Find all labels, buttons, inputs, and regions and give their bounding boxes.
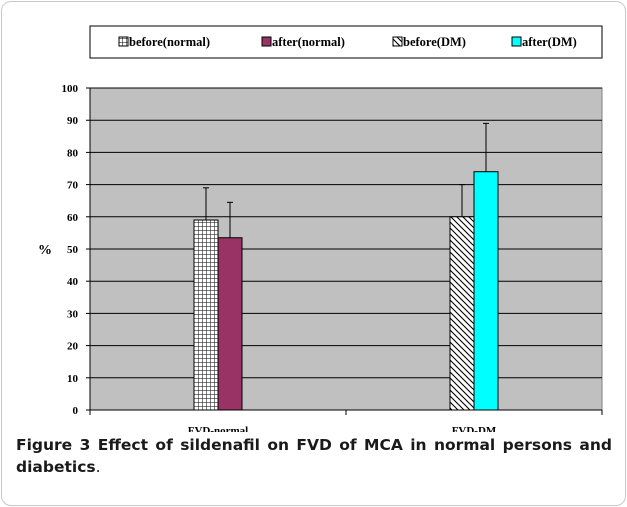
y-axis-label: %: [38, 243, 52, 258]
y-tick-label: 60: [67, 212, 79, 224]
legend-label: after(DM): [522, 35, 577, 49]
y-tick-label: 30: [67, 308, 79, 320]
bar: [217, 237, 243, 411]
legend: before(normal) after(normal) before(DM) aft…: [118, 35, 577, 49]
y-tick-label: 0: [73, 405, 79, 417]
bar-chart: before(normal) after(normal) before(DM) aft…: [3, 3, 624, 432]
y-tick-labels: 0 10 20 30 40 50 60 70 80 90 100: [62, 83, 79, 417]
legend-label: after(normal): [272, 35, 345, 49]
y-tick-label: 10: [67, 373, 79, 385]
bar: [193, 219, 219, 411]
y-tick-label: 70: [67, 180, 79, 192]
y-tick-label: 40: [67, 276, 79, 288]
error-bars: [203, 122, 489, 238]
y-tick-label: 90: [67, 115, 79, 127]
legend-swatch: [261, 36, 272, 47]
figure-label: Figure 3: [16, 436, 91, 454]
legend-label: before(DM): [403, 35, 466, 49]
y-tick-label: 100: [62, 83, 79, 95]
legend-swatch: [392, 36, 403, 47]
legend-label: before(normal): [129, 35, 210, 49]
x-tick-labels: FVD-normal FVD-DM: [188, 425, 497, 432]
x-tick-label: FVD-DM: [452, 425, 497, 432]
figure-caption: Figure 3 Effect of sildenafil on FVD of …: [16, 434, 612, 478]
caption-text: Effect of sildenafil on FVD of MCA in no…: [16, 436, 613, 476]
y-tick-label: 20: [67, 341, 79, 353]
legend-swatch: [118, 36, 129, 47]
bar: [449, 216, 475, 411]
bar: [473, 171, 499, 411]
x-tick-label: FVD-normal: [188, 425, 249, 432]
axes: [86, 87, 603, 415]
y-tick-label: 80: [67, 147, 79, 159]
gridlines: [90, 87, 602, 379]
caption-end: .: [95, 458, 101, 476]
legend-swatch: [511, 36, 522, 47]
y-tick-label: 50: [67, 244, 79, 256]
